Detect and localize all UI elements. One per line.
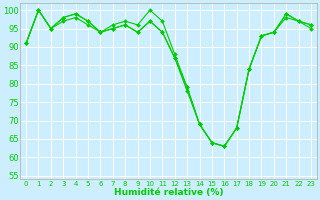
X-axis label: Humidité relative (%): Humidité relative (%) (114, 188, 223, 197)
